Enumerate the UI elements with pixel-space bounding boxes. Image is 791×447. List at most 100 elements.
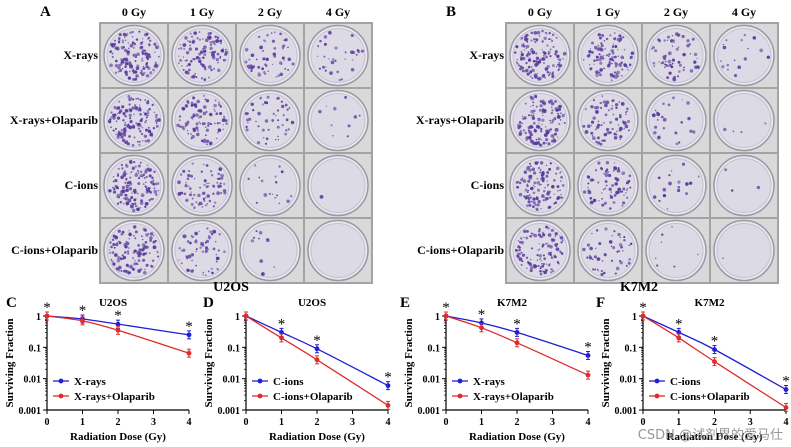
- panel-a-culture-dish: [169, 219, 235, 282]
- significance-star: *: [675, 316, 683, 332]
- significance-star: *: [711, 334, 719, 350]
- data-point: [115, 321, 121, 327]
- data-point: [514, 340, 520, 346]
- panel-b-col-header: 4 Gy: [731, 5, 757, 19]
- data-point: [385, 383, 391, 389]
- y-tick-label: 0.001: [19, 406, 42, 417]
- x-tick-label: 4: [586, 417, 591, 428]
- significance-star: *: [584, 339, 592, 355]
- panel-b-col-header: 2 Gy: [663, 5, 689, 19]
- panel-a-col-header: 4 Gy: [325, 5, 351, 19]
- chart-letter: C: [6, 295, 17, 311]
- significance-star: *: [442, 300, 450, 316]
- series-line: [642, 315, 787, 391]
- y-tick-label: 1: [235, 312, 240, 323]
- legend-marker: [58, 378, 64, 384]
- y-tick-label: 0.1: [625, 343, 638, 354]
- x-tick-label: 0: [641, 417, 646, 428]
- panel-b-culture-dish: [507, 24, 573, 87]
- panel-a-culture-dish: [101, 24, 167, 87]
- legend-marker: [457, 393, 463, 399]
- panel-b-culture-dish: [575, 89, 641, 152]
- x-axis-label: Radiation Dose (Gy): [469, 431, 565, 443]
- y-axis-label: Surviving Fraction: [600, 319, 612, 408]
- chart-title: K7M2: [497, 297, 527, 309]
- panel-a-culture-dish: [169, 24, 235, 87]
- significance-star: *: [79, 303, 87, 319]
- panel-b-culture-dish: [643, 89, 709, 152]
- legend-label: C-ions+Olaparib: [670, 391, 750, 403]
- series-line: [445, 315, 589, 357]
- panel-a-culture-dish: [237, 24, 303, 87]
- panel-a-row-label: X-rays+Olaparib: [9, 112, 98, 127]
- panel-b-row-label: X-rays+Olaparib: [415, 112, 504, 127]
- chart-letter: D: [203, 295, 214, 311]
- x-tick-label: 3: [550, 417, 555, 428]
- chart-title: U2OS: [99, 297, 127, 309]
- x-tick-label: 1: [279, 417, 284, 428]
- legend-marker: [457, 378, 463, 384]
- x-axis-label: Radiation Dose (Gy): [70, 431, 166, 443]
- data-point: [585, 372, 591, 378]
- legend-marker: [654, 393, 660, 399]
- x-tick-label: 4: [386, 417, 391, 428]
- x-axis-label: Radiation Dose (Gy): [667, 431, 763, 443]
- panel-b-culture-dish: [643, 154, 709, 217]
- data-point: [585, 353, 591, 358]
- data-point: [783, 387, 789, 392]
- panel-b-culture-dish: [575, 24, 641, 87]
- y-tick-label: 0.01: [24, 375, 42, 386]
- series-line: [46, 315, 190, 336]
- x-tick-label: 0: [45, 417, 50, 428]
- panel-a-row-label: C-ions: [64, 177, 98, 192]
- data-point: [514, 329, 520, 335]
- chart-title: U2OS: [298, 297, 326, 309]
- y-tick-label: 0.001: [418, 406, 441, 417]
- panel-a-culture-dish: [305, 219, 371, 282]
- x-tick-label: 3: [350, 417, 355, 428]
- panel-b-culture-dish: [643, 24, 709, 87]
- significance-star: *: [513, 316, 521, 332]
- data-point: [443, 313, 449, 319]
- panel-a-row-label: C-ions+Olaparib: [11, 242, 98, 257]
- x-tick-label: 1: [80, 417, 85, 428]
- x-tick-label: 4: [187, 417, 192, 428]
- panel-b-culture-dish: [575, 219, 641, 282]
- legend-label: C-ions+Olaparib: [273, 391, 353, 403]
- y-tick-label: 0.1: [29, 343, 42, 354]
- legend-marker: [58, 393, 64, 399]
- significance-star: *: [384, 370, 392, 386]
- panel-a-culture-dish: [305, 154, 371, 217]
- x-tick-label: 2: [315, 417, 320, 428]
- x-axis-label: Radiation Dose (Gy): [269, 431, 365, 443]
- panel-a-culture-dish: [169, 154, 235, 217]
- panel-b-culture-dish: [711, 219, 777, 282]
- y-tick-label: 0.01: [423, 375, 441, 386]
- x-tick-label: 1: [676, 417, 681, 428]
- data-point: [115, 327, 121, 333]
- x-tick-label: 0: [444, 417, 449, 428]
- y-tick-label: 0.01: [223, 375, 241, 386]
- data-point: [314, 357, 320, 363]
- significance-star: *: [782, 374, 790, 390]
- y-tick-label: 0.01: [620, 375, 638, 386]
- data-point: [186, 332, 192, 338]
- significance-star: *: [478, 307, 486, 323]
- panel-b-culture-dish: [507, 89, 573, 152]
- x-tick-label: 3: [748, 417, 753, 428]
- data-point: [640, 313, 646, 319]
- y-axis-label: Surviving Fraction: [403, 319, 415, 408]
- panel-a-culture-dish: [237, 89, 303, 152]
- data-point: [44, 313, 50, 319]
- series-line: [245, 315, 389, 387]
- significance-star: *: [185, 319, 193, 335]
- data-point: [243, 313, 249, 319]
- panel-a-culture-dish: [101, 154, 167, 217]
- x-tick-label: 2: [515, 417, 520, 428]
- data-point: [479, 325, 484, 331]
- watermark-text: CSDN @试剂界的爱马仕: [637, 428, 783, 443]
- chart-letter: E: [400, 295, 410, 311]
- panel-b-cell-line: K7M2: [619, 280, 659, 295]
- panel-a-culture-dish: [169, 89, 235, 152]
